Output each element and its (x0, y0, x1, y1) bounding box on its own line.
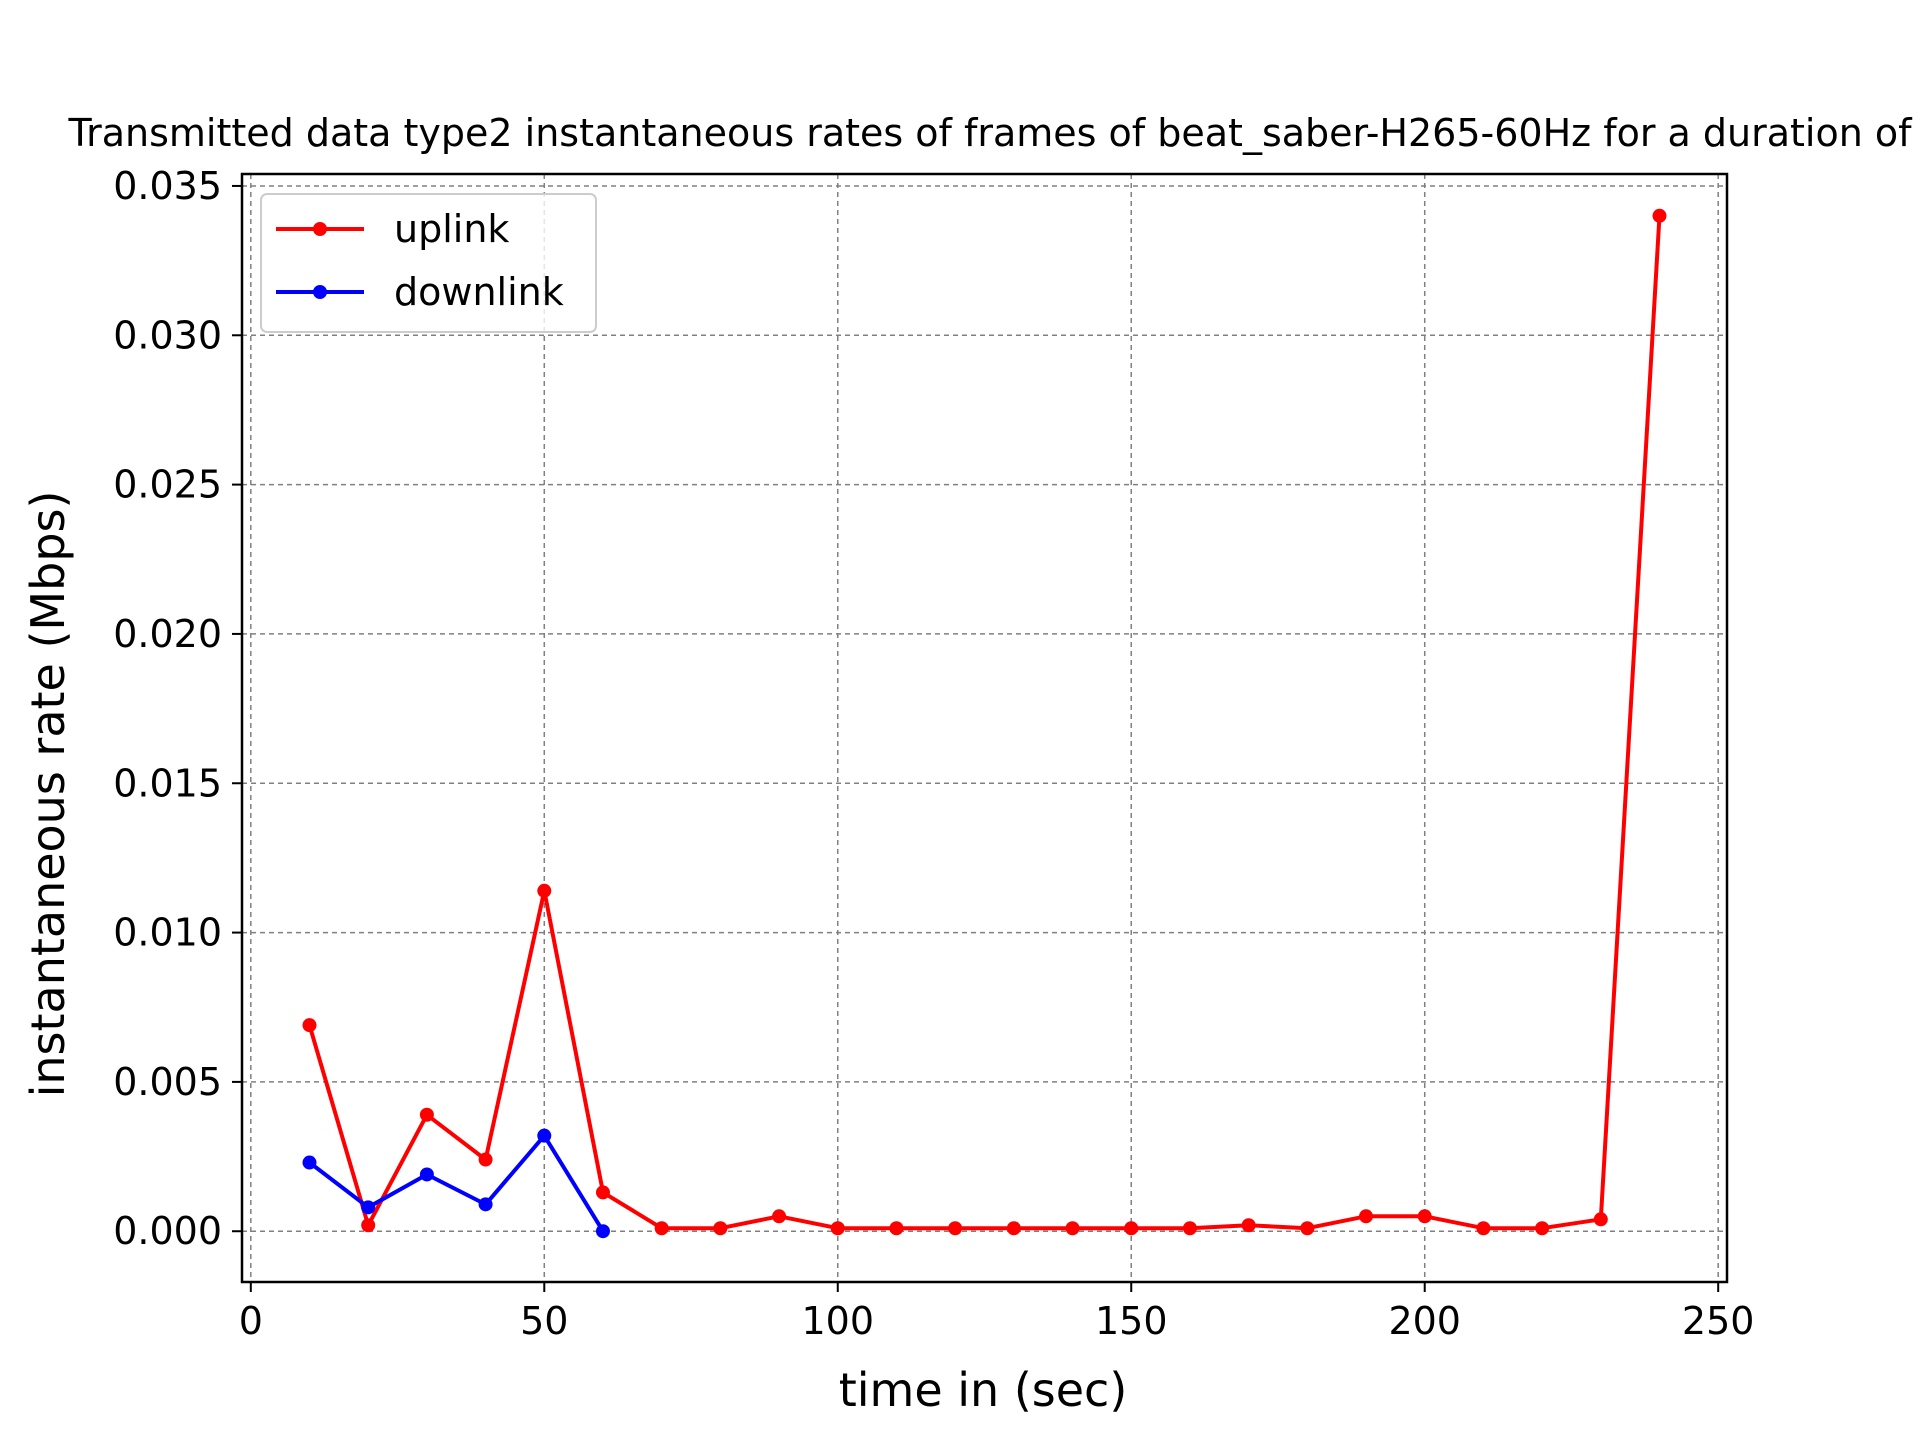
series-line-downlink (308, 1133, 605, 1233)
y-tick-label: 0.015 (113, 761, 222, 805)
x-tick-label: 150 (1095, 1299, 1168, 1343)
plot-frame (240, 172, 1729, 1284)
data-point-uplink (1300, 1221, 1315, 1236)
x-tick-label: 50 (520, 1299, 568, 1343)
data-point-uplink (1241, 1218, 1256, 1233)
data-point-uplink (654, 1221, 669, 1236)
x-tick-label: 100 (801, 1299, 874, 1343)
data-point-downlink (595, 1224, 610, 1239)
data-point-uplink (1417, 1209, 1432, 1224)
x-tick-label: 200 (1388, 1299, 1461, 1343)
data-point-uplink (889, 1221, 904, 1236)
data-point-uplink (1124, 1221, 1139, 1236)
data-point-downlink (361, 1200, 376, 1215)
y-tick-label: 0.035 (113, 164, 222, 208)
legend-marker-uplink (313, 222, 327, 236)
axis-ticks: 0 50 100 150 200 250 0.000 0.005 0.010 0.015 0.020… (113, 164, 1754, 1343)
x-tick-label: 0 (239, 1299, 263, 1343)
data-point-uplink (1182, 1221, 1197, 1236)
y-tick-label: 0.030 (113, 313, 222, 357)
data-point-downlink (419, 1167, 434, 1182)
data-point-uplink (1535, 1221, 1550, 1236)
data-point-uplink (1006, 1221, 1021, 1236)
data-point-downlink (302, 1155, 317, 1170)
data-point-uplink (830, 1221, 845, 1236)
data-point-uplink (1476, 1221, 1491, 1236)
chart-title: Transmitted data type2 instantaneous rat… (67, 111, 1913, 155)
y-tick-label: 0.025 (113, 463, 222, 507)
data-point-downlink (478, 1197, 493, 1212)
data-point-uplink (595, 1185, 610, 1200)
data-point-uplink (713, 1221, 728, 1236)
series-layer (302, 208, 1667, 1239)
legend-label-uplink: uplink (394, 207, 509, 251)
y-axis-label: instantaneous rate (Mbps) (21, 491, 75, 1098)
data-point-uplink (1359, 1209, 1374, 1224)
series-line-uplink (307, 215, 1662, 1231)
data-point-uplink (772, 1209, 787, 1224)
data-point-uplink (948, 1221, 963, 1236)
legend: uplink downlink (260, 193, 597, 333)
data-point-uplink (419, 1107, 434, 1122)
y-tick-label: 0.020 (113, 612, 222, 656)
legend-label-downlink: downlink (394, 270, 564, 314)
data-point-uplink (361, 1218, 376, 1233)
y-tick-label: 0.005 (113, 1060, 222, 1104)
data-point-downlink (537, 1128, 552, 1143)
data-point-uplink (478, 1152, 493, 1167)
y-tick-label: 0.000 (113, 1209, 222, 1253)
y-tick-label: 0.010 (113, 911, 222, 955)
grid (242, 174, 1727, 1282)
x-tick-label: 250 (1682, 1299, 1755, 1343)
legend-marker-downlink (313, 285, 327, 299)
data-point-uplink (302, 1018, 317, 1033)
data-point-uplink (1652, 208, 1667, 223)
data-point-uplink (1593, 1212, 1608, 1227)
x-axis-label: time in (sec) (839, 1363, 1128, 1417)
data-point-uplink (537, 883, 552, 898)
data-point-uplink (1065, 1221, 1080, 1236)
